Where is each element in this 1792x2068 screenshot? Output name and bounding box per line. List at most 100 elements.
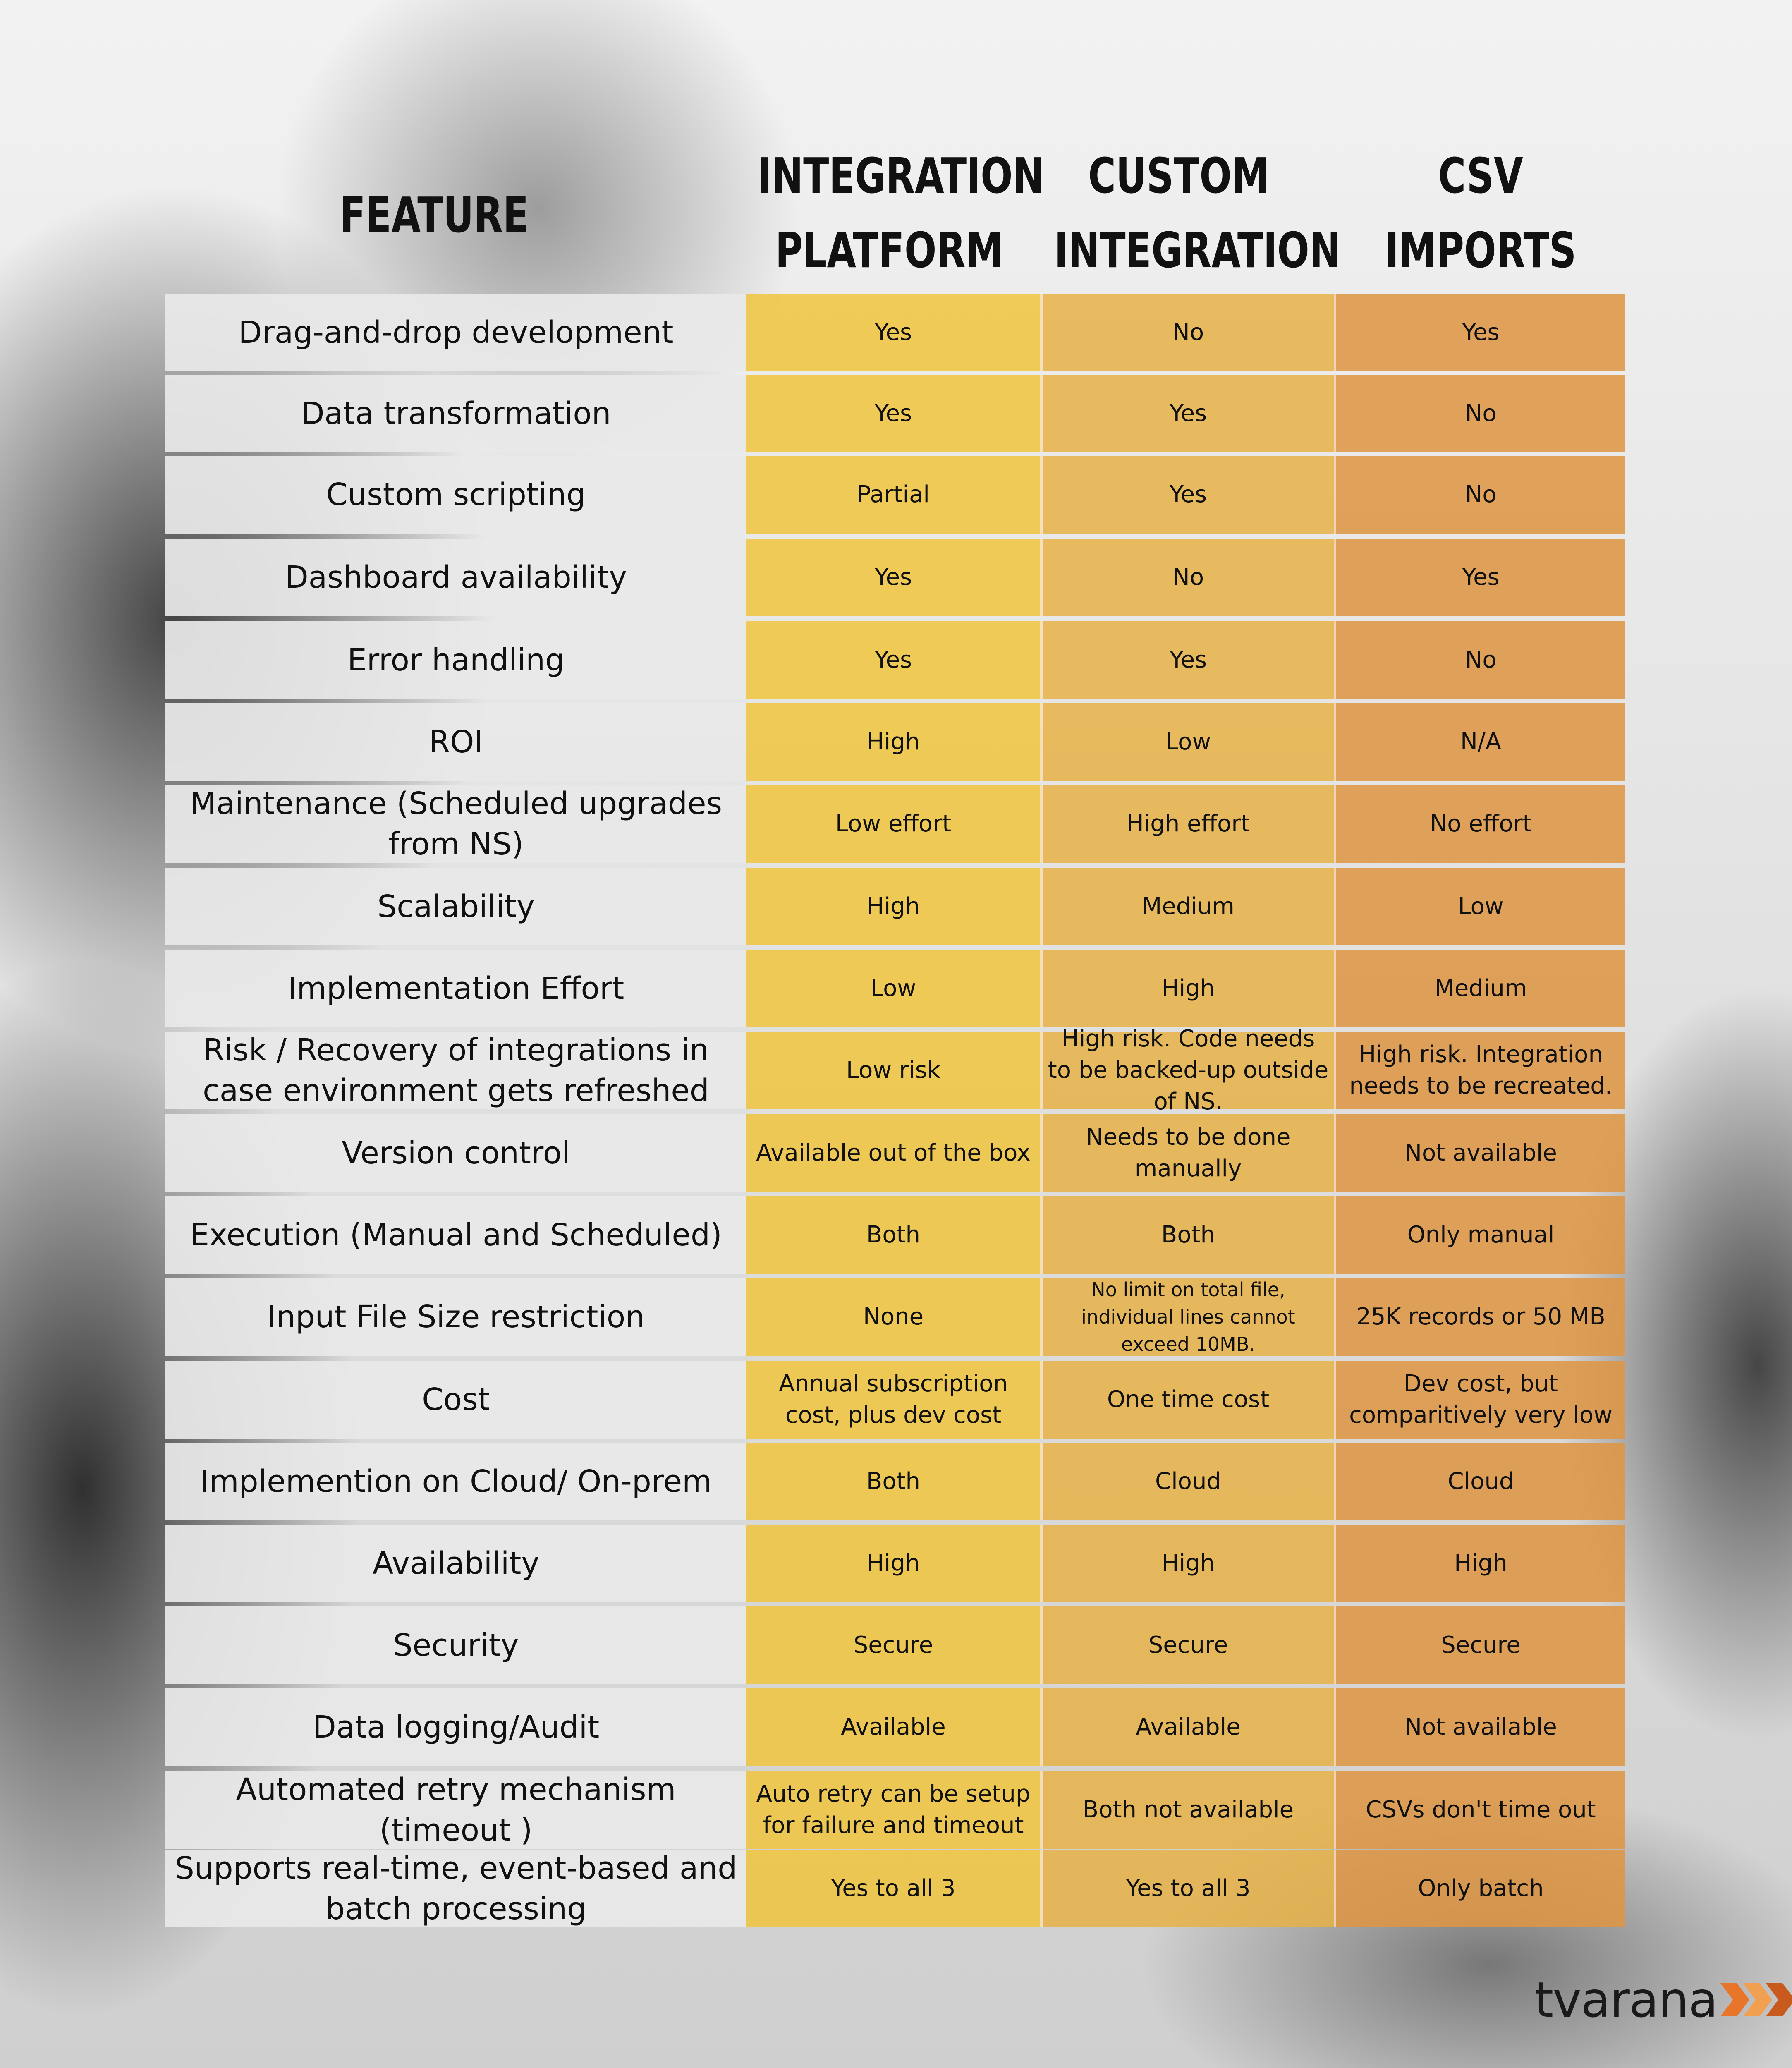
csv-imports-cell: Secure (1334, 1606, 1625, 1684)
custom-integration-cell: One time cost (1040, 1361, 1334, 1439)
csv-imports-cell: No (1334, 375, 1625, 452)
feature-cell: Risk / Recovery of integrations in case … (165, 1032, 746, 1109)
feature-cell: Data transformation (165, 375, 746, 452)
cell-value: No (1465, 646, 1497, 673)
table-row: Automated retry mechanism (timeout ) Aut… (165, 1771, 1625, 1849)
cell-value: Both (866, 1468, 921, 1495)
feature-cell: Automated retry mechanism (timeout ) (165, 1771, 746, 1849)
custom-integration-cell: Yes (1040, 621, 1334, 699)
cell-value: Low (870, 975, 916, 1002)
csv-imports-cell: No (1334, 456, 1625, 534)
cell-value: Yes (1462, 564, 1500, 591)
cell-value: High (866, 728, 920, 755)
custom-integration-cell: High risk. Code needs to be backed-up ou… (1040, 1025, 1334, 1115)
custom-integration-cell: Yes (1040, 375, 1334, 452)
logo-wordmark: tvarana (1534, 1971, 1718, 2028)
cell-value: Yes to all 3 (831, 1875, 956, 1902)
integration-platform-cell: High (746, 703, 1040, 781)
csv-imports-cell: Yes (1334, 539, 1625, 616)
integration-platform-cell: Both (746, 1443, 1040, 1520)
integration-platform-cell: Low effort (746, 785, 1040, 863)
cell-value: Secure (1148, 1632, 1228, 1659)
custom-integration-cell: No limit on total file, individual lines… (1040, 1278, 1334, 1356)
custom-integration-cell: High (1040, 1525, 1334, 1602)
table-row: Error handling Yes Yes No (165, 621, 1625, 699)
csv-imports-cell: No effort (1334, 785, 1625, 863)
cell-value: Yes (874, 564, 912, 591)
table-row: Custom scripting Partial Yes No (165, 456, 1625, 534)
csv-imports-cell: Low (1334, 868, 1625, 945)
cell-value: No (1465, 400, 1497, 427)
header-col2-line2: INTEGRATION (1054, 222, 1341, 279)
custom-integration-cell: No (1040, 294, 1334, 371)
cell-value: Low (1165, 728, 1211, 755)
tvarana-logo: tvarana (1534, 1969, 1792, 2031)
table-row: Maintenance (Scheduled upgrades from NS)… (165, 785, 1625, 863)
chevron-arrows-icon (1720, 1983, 1792, 2016)
integration-platform-cell: Available (746, 1688, 1040, 1766)
cell-value: High (1161, 1550, 1215, 1577)
cell-value: No (1172, 319, 1204, 346)
cell-value: High risk. Code needs to be backed-up ou… (1048, 1025, 1329, 1115)
header-feature: FEATURE (340, 187, 529, 244)
custom-integration-cell: Needs to be done manually (1040, 1114, 1334, 1192)
integration-platform-cell: Low (746, 950, 1040, 1027)
feature-cell: Availability (165, 1525, 746, 1602)
csv-imports-cell: Yes (1334, 294, 1625, 371)
custom-integration-cell: Both not available (1040, 1771, 1334, 1849)
cell-value: Medium (1434, 975, 1527, 1002)
cell-value: Yes (874, 646, 912, 673)
integration-platform-cell: Yes (746, 621, 1040, 699)
cell-value: Partial (857, 481, 930, 508)
cell-value: Low (1458, 893, 1504, 920)
cell-value: Cloud (1155, 1468, 1221, 1495)
header-col2-line1: CUSTOM (1088, 147, 1269, 204)
cell-value: Auto retry can be setup for failure and … (756, 1781, 1031, 1839)
cell-value: No (1172, 564, 1204, 591)
cell-value: Yes (1169, 400, 1207, 427)
cell-value: Not available (1404, 1714, 1557, 1740)
integration-platform-cell: Partial (746, 456, 1040, 534)
table-row: Risk / Recovery of integrations in case … (165, 1025, 1625, 1115)
integration-platform-cell: Yes to all 3 (746, 1850, 1040, 1927)
cell-value: High risk. Integration needs to be recre… (1349, 1041, 1613, 1099)
csv-imports-cell: No (1334, 621, 1625, 699)
table-row: Implementation Effort Low High Medium (165, 950, 1625, 1027)
feature-cell: Execution (Manual and Scheduled) (165, 1196, 746, 1274)
cell-value: Only batch (1418, 1875, 1544, 1902)
feature-cell: Custom scripting (165, 456, 746, 534)
csv-imports-cell: Only manual (1334, 1196, 1625, 1274)
table-row: Drag-and-drop development Yes No Yes (165, 294, 1625, 371)
table-row: Version control Available out of the box… (165, 1114, 1625, 1192)
integration-platform-cell: Yes (746, 294, 1040, 371)
cell-value: No (1465, 481, 1497, 508)
custom-integration-cell: Cloud (1040, 1443, 1334, 1520)
custom-integration-cell: Secure (1040, 1606, 1334, 1684)
csv-imports-cell: 25K records or 50 MB (1334, 1278, 1625, 1356)
cell-value: 25K records or 50 MB (1356, 1303, 1605, 1330)
cell-value: Secure (1441, 1632, 1521, 1659)
cell-value: Yes (874, 400, 912, 427)
feature-cell: Implemention on Cloud/ On-prem (165, 1443, 746, 1520)
integration-platform-cell: Low risk (746, 1032, 1040, 1109)
custom-integration-cell: No (1040, 539, 1334, 616)
custom-integration-cell: Both (1040, 1196, 1334, 1274)
feature-cell: Drag-and-drop development (165, 294, 746, 371)
integration-platform-cell: Auto retry can be setup for failure and … (746, 1771, 1040, 1849)
table-row: Dashboard availability Yes No Yes (165, 539, 1625, 616)
feature-cell: ROI (165, 703, 746, 781)
feature-cell: Supports real-time, event-based and batc… (165, 1850, 746, 1927)
cell-value: Medium (1142, 893, 1235, 920)
cell-value: Yes to all 3 (1126, 1875, 1251, 1902)
csv-imports-cell: Medium (1334, 950, 1625, 1027)
table-row: ROI High Low N/A (165, 703, 1625, 781)
cell-value: High (866, 1550, 920, 1577)
custom-integration-cell: Yes to all 3 (1040, 1850, 1334, 1927)
cell-value: Low risk (846, 1057, 941, 1084)
header-col3-line2: IMPORTS (1385, 222, 1577, 279)
cell-value: N/A (1460, 728, 1502, 755)
custom-integration-cell: Low (1040, 703, 1334, 781)
table-row: Security Secure Secure Secure (165, 1606, 1625, 1684)
cell-value: Needs to be done manually (1086, 1124, 1291, 1182)
csv-imports-cell: N/A (1334, 703, 1625, 781)
